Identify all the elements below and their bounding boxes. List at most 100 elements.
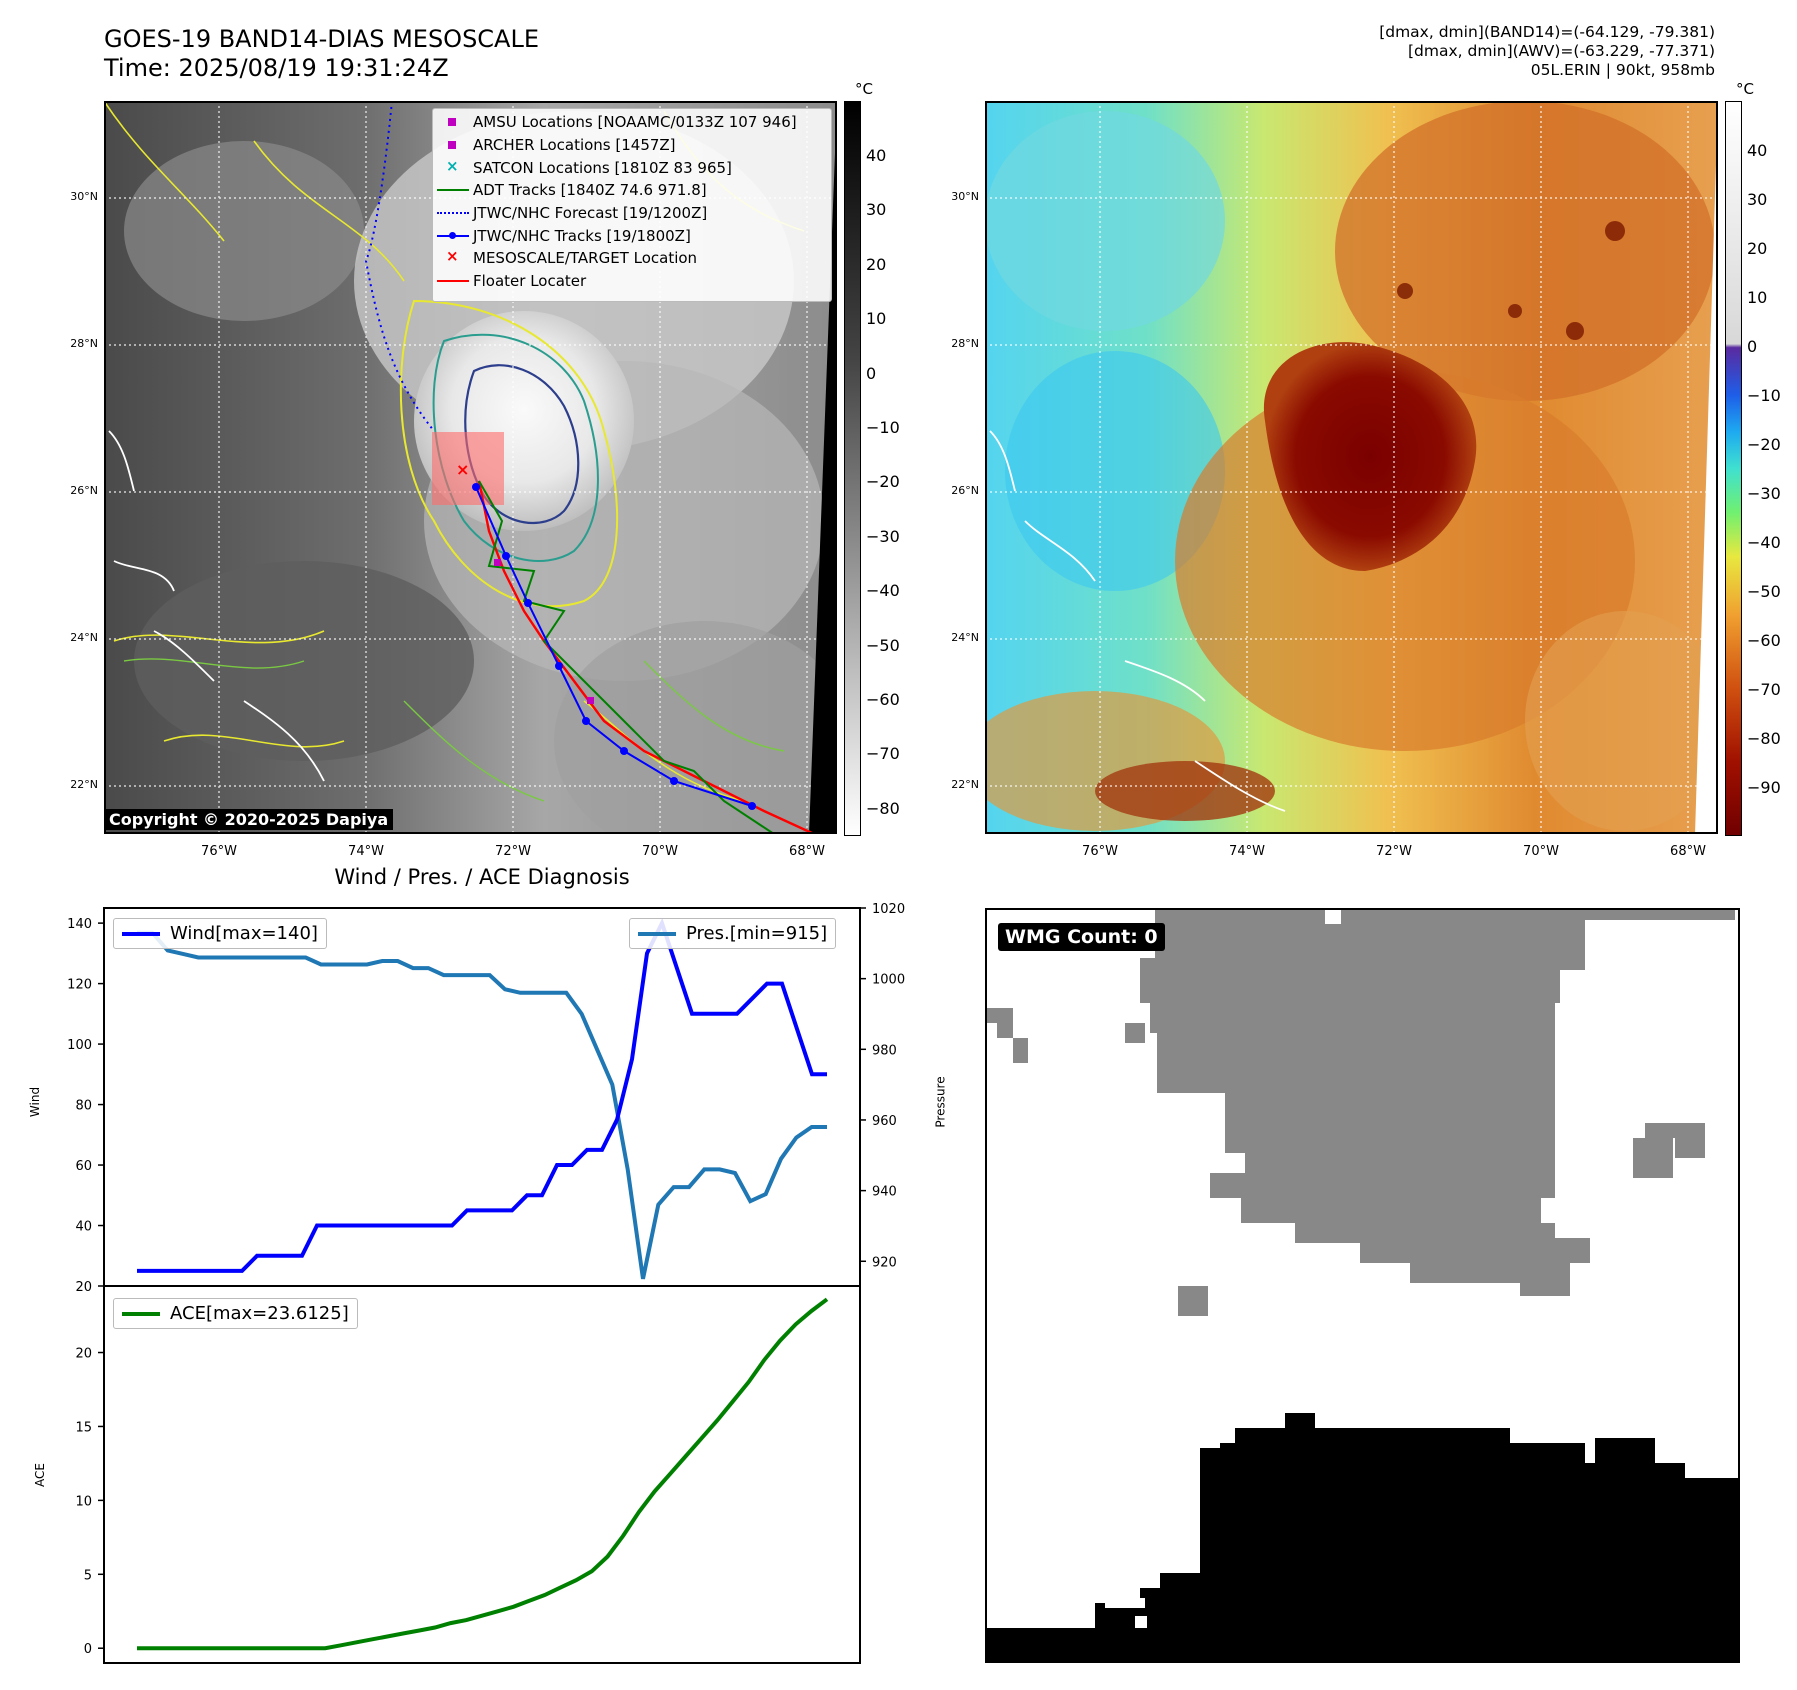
- wind-axis-tick-label: 120: [67, 978, 92, 993]
- ir-map-border: [104, 101, 837, 834]
- wind-pressure-axes-frame: [103, 907, 861, 1287]
- ace-line: [137, 1297, 829, 1651]
- band14-range: [dmax, dmin](BAND14)=(-64.129, -79.381): [1379, 23, 1715, 41]
- legend-symbol: [433, 203, 473, 223]
- color-map-border: [985, 101, 1718, 834]
- awv-colorbar: [1725, 101, 1742, 836]
- pressure-axis-tick-label: 1020: [872, 902, 905, 917]
- legend-label: ADT Tracks [1840Z 74.6 971.8]: [473, 181, 707, 200]
- legend-entry: ARCHER Locations [1457Z]: [433, 134, 831, 157]
- wind-legend-swatch: [122, 931, 160, 936]
- ir-map-lon-label: 74°W: [348, 844, 384, 859]
- awv-colorbar-tick: −50: [1747, 582, 1781, 601]
- copyright-label: Copyright © 2020-2025 Dapiya: [104, 809, 394, 830]
- awv-colorbar-tick: −90: [1747, 778, 1781, 797]
- page-title: GOES-19 BAND14-DIAS MESOSCALE: [104, 25, 540, 53]
- ir-map-lat-label: 22°N: [70, 778, 98, 791]
- svg-text:×: ×: [456, 460, 469, 479]
- awv-colorbar-tick: 20: [1747, 239, 1768, 258]
- color-map-lat-label: 22°N: [951, 778, 979, 791]
- ir-colorbar-tick: −20: [866, 472, 900, 492]
- color-map-lon-label: 74°W: [1229, 844, 1265, 859]
- color-map-lon-label: 72°W: [1376, 844, 1412, 859]
- pressure-legend: Pres.[min=915]: [629, 918, 837, 949]
- legend-entry: × SATCON Locations [1810Z 83 965]: [433, 156, 831, 179]
- wind-axis-tick-label: 100: [67, 1038, 92, 1053]
- ir-map-lat-label: 28°N: [70, 337, 98, 350]
- legend-symbol: ×: [446, 247, 459, 266]
- awv-colorbar-tick: −80: [1747, 729, 1781, 748]
- ir-colorbar-tick: −80: [866, 798, 900, 818]
- wind-legend: Wind[max=140]: [113, 918, 327, 949]
- wmg-border: [985, 908, 1740, 1663]
- ir-colorbar-tick: −70: [866, 744, 900, 764]
- color-map-lat-label: 28°N: [951, 337, 979, 350]
- ir-colorbar-tick: 10: [866, 309, 887, 329]
- ir-colorbar-tick: −30: [866, 526, 900, 546]
- ir-colorbar: [844, 101, 861, 836]
- ir-map-lon-label: 68°W: [789, 844, 825, 859]
- legend-label: MESOSCALE/TARGET Location: [473, 249, 698, 268]
- ace-axis-tick-label: 15: [75, 1420, 92, 1435]
- legend-entry: ADT Tracks [1840Z 74.6 971.8]: [433, 179, 831, 202]
- ir-map-panel: × AMSU Locations [NOAAMC/0133Z 107 946] A…: [104, 101, 837, 834]
- legend-symbol: ×: [446, 156, 459, 175]
- wind-line: [137, 917, 827, 1273]
- legend-label: SATCON Locations [1810Z 83 965]: [473, 158, 732, 177]
- ir-colorbar-tick: 0: [866, 363, 877, 383]
- pressure-ylabel: Pressure: [933, 1076, 948, 1128]
- legend-entry: Floater Locater: [433, 270, 831, 293]
- awv-colorbar-tick: −20: [1747, 435, 1781, 454]
- pressure-legend-label: Pres.[min=915]: [686, 923, 828, 944]
- ir-colorbar-tick: 40: [866, 146, 887, 165]
- wind-axis-tick-label: 20: [75, 1280, 92, 1295]
- awv-colorbar-tick: 10: [1747, 288, 1768, 307]
- color-map-lon-label: 68°W: [1670, 844, 1706, 859]
- ir-colorbar-tick: −10: [866, 418, 900, 437]
- pressure-axis-tick-label: 1000: [872, 973, 905, 988]
- ir-colorbar-tick: 20: [866, 254, 887, 274]
- wind-axis-tick-label: 40: [75, 1220, 92, 1235]
- legend-entry: JTWC/NHC Forecast [19/1200Z]: [433, 202, 831, 225]
- ir-colorbar-tick: −60: [866, 690, 900, 709]
- pressure-axis-tick-label: 940: [872, 1185, 897, 1200]
- awv-colorbar-tick: −10: [1747, 386, 1781, 405]
- awv-colorbar-tick: −70: [1747, 680, 1781, 699]
- wind-axis-tick-label: 60: [75, 1159, 92, 1174]
- pressure-axis-tick-label: 920: [872, 1255, 897, 1270]
- legend-entry: × MESOSCALE/TARGET Location: [433, 247, 831, 270]
- ace-axis-tick-label: 5: [84, 1568, 92, 1583]
- ir-map-lat-label: 24°N: [70, 631, 98, 644]
- legend-label: ARCHER Locations [1457Z]: [473, 136, 676, 155]
- ir-colorbar-tick: 30: [866, 200, 887, 220]
- ace-legend: ACE[max=23.6125]: [113, 1298, 358, 1329]
- legend-symbol: [433, 271, 473, 291]
- color-map-lon-label: 76°W: [1082, 844, 1118, 859]
- awv-colorbar-tick: 40: [1747, 141, 1768, 160]
- map-legend: AMSU Locations [NOAAMC/0133Z 107 946] ARC…: [432, 108, 832, 302]
- legend-label: AMSU Locations [NOAAMC/0133Z 107 946]: [473, 113, 797, 132]
- color-map-panel: [985, 101, 1718, 834]
- awv-colorbar-unit: °C: [1736, 80, 1754, 98]
- ir-map-lon-label: 70°W: [642, 844, 678, 859]
- awv-colorbar-tick: −60: [1747, 631, 1781, 650]
- legend-label: JTWC/NHC Tracks [19/1800Z]: [473, 226, 691, 245]
- ace-legend-label: ACE[max=23.6125]: [170, 1303, 349, 1324]
- ace-axes-frame: [103, 1285, 861, 1664]
- color-map-lat-label: 30°N: [951, 190, 979, 203]
- ir-colorbar-tick: −40: [866, 581, 900, 601]
- awv-range: [dmax, dmin](AWV)=(-63.229, -77.371): [1408, 42, 1715, 60]
- wind-axis-tick-label: 140: [67, 917, 92, 932]
- color-map-lat-label: 24°N: [951, 631, 979, 644]
- storm-info: 05L.ERIN | 90kt, 958mb: [1530, 61, 1715, 79]
- ace-legend-swatch: [122, 1311, 160, 1316]
- ace-axis-tick-label: 20: [75, 1347, 92, 1362]
- ir-map-lon-label: 76°W: [201, 844, 237, 859]
- legend-symbol: [433, 180, 473, 200]
- diagnosis-title: Wind / Pres. / ACE Diagnosis: [334, 865, 630, 889]
- legend-label: JTWC/NHC Forecast [19/1200Z]: [473, 204, 708, 223]
- ace-axis-tick-label: 0: [84, 1642, 92, 1657]
- ir-colorbar-tick: −50: [866, 635, 900, 655]
- wmg-count-badge: WMG Count: 0: [998, 923, 1165, 951]
